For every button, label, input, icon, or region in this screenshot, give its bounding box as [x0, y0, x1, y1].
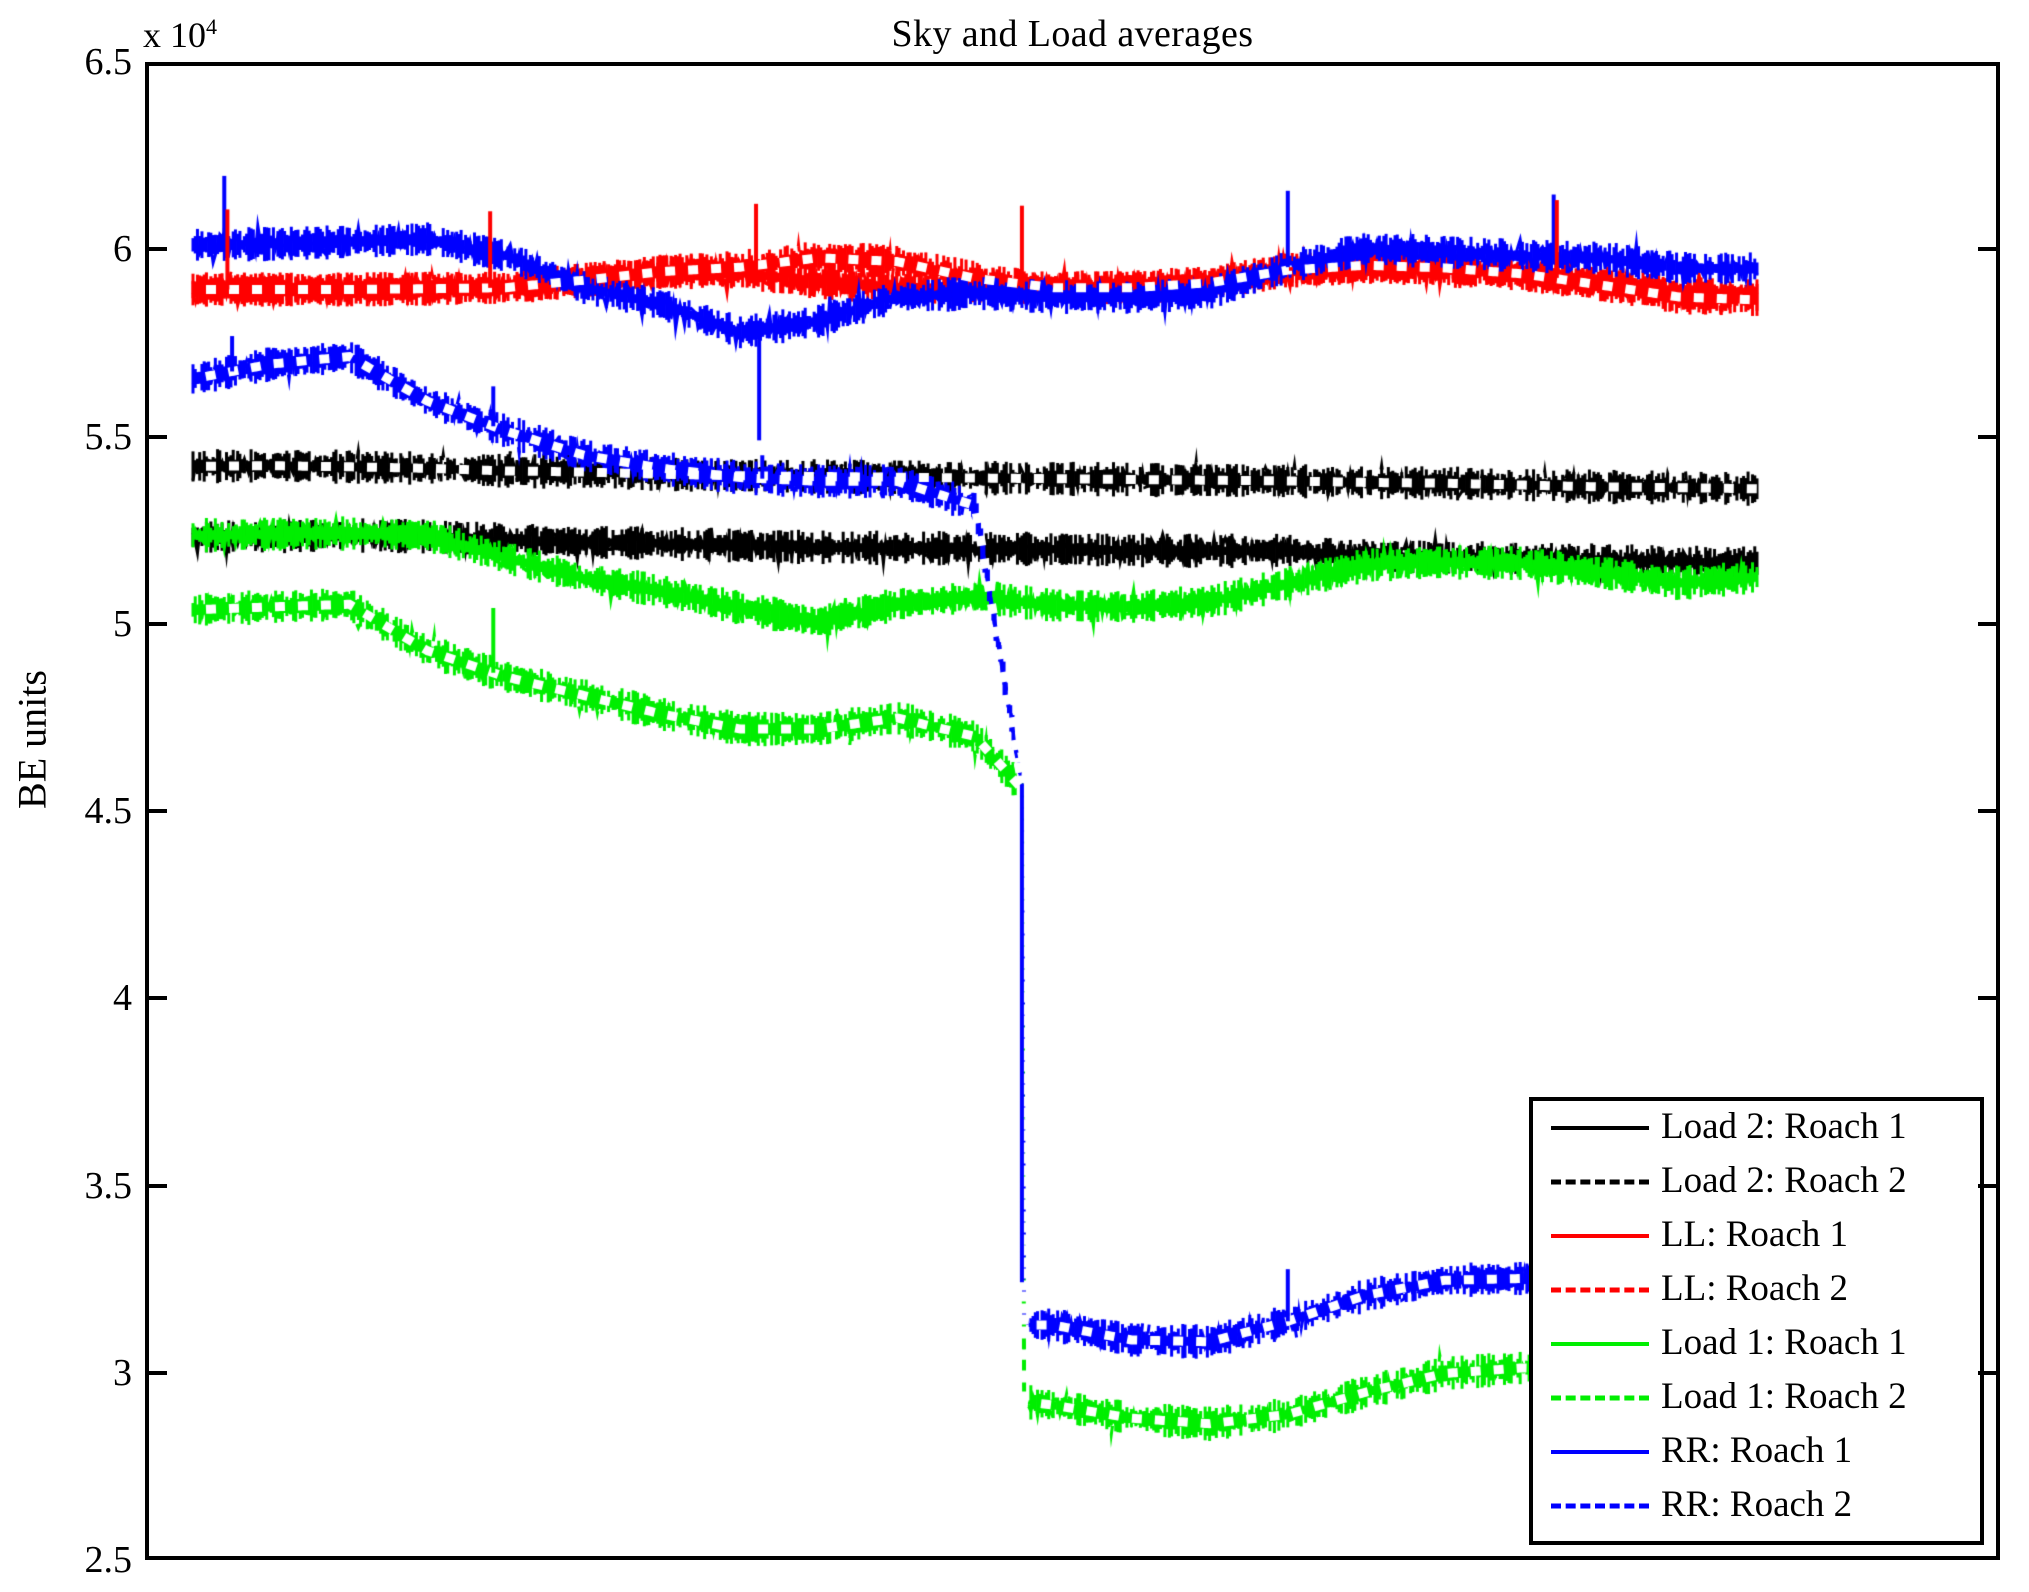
legend-item[interactable]: Load 2: Roach 2 — [1533, 1155, 1980, 1209]
y-axis-tick-mark-right — [1978, 996, 2000, 1001]
y-axis-tick-mark — [145, 247, 167, 252]
legend-item-label: RR: Roach 1 — [1661, 1430, 1853, 1471]
y-axis-tick-label: 6 — [113, 228, 132, 271]
y-axis-tick-labels: 6.5 6 5.5 5 4.5 4 3.5 3 2.5 — [0, 0, 133, 1592]
legend-item-label: Load 2: Roach 1 — [1661, 1106, 1907, 1147]
legend-line-sample-dashed — [1533, 1155, 1661, 1209]
legend-item[interactable]: Load 1: Roach 1 — [1533, 1317, 1980, 1371]
legend-item[interactable]: RR: Roach 2 — [1533, 1479, 1980, 1533]
legend-item-label: Load 2: Roach 2 — [1661, 1160, 1907, 1201]
legend-line-sample-solid — [1533, 1209, 1661, 1263]
legend-item-label: LL: Roach 2 — [1661, 1268, 1849, 1309]
y-axis-tick-mark-right — [1978, 809, 2000, 813]
legend-line-sample-dashed — [1533, 1263, 1661, 1317]
y-axis-tick-mark — [145, 996, 167, 1001]
legend-line-sample-dashed — [1533, 1479, 1661, 1533]
exponent-power: 4 — [206, 14, 217, 39]
legend-item-label: RR: Roach 2 — [1661, 1484, 1853, 1525]
y-axis-tick-mark — [145, 621, 167, 626]
legend-line-sample-solid — [1533, 1317, 1661, 1371]
chart-title: Sky and Load averages — [891, 13, 1254, 55]
legend-item[interactable]: Load 1: Roach 2 — [1533, 1371, 1980, 1425]
y-axis-tick-mark-right — [1978, 621, 2000, 626]
y-axis-tick-label: 6.5 — [84, 41, 133, 83]
exponent-prefix: x 10 — [143, 15, 206, 55]
chart-legend: Load 2: Roach 1 Load 2: Roach 2 LL: Roach … — [1529, 1097, 1984, 1545]
legend-item-label: Load 1: Roach 2 — [1661, 1376, 1907, 1417]
y-axis-tick-label: 5.5 — [84, 415, 133, 458]
y-axis-tick-label: 5 — [113, 602, 132, 645]
legend-item[interactable]: RR: Roach 1 — [1533, 1425, 1980, 1479]
y-axis-tick-mark — [145, 1370, 167, 1375]
y-axis-tick-mark-right — [1978, 247, 2000, 252]
legend-item[interactable]: LL: Roach 2 — [1533, 1263, 1980, 1317]
y-axis-tick-label: 4.5 — [84, 790, 133, 832]
legend-item[interactable]: LL: Roach 1 — [1533, 1209, 1980, 1263]
legend-item[interactable]: Load 2: Roach 1 — [1533, 1101, 1980, 1155]
legend-line-sample-solid — [1533, 1425, 1661, 1479]
y-axis-tick-label: 2.5 — [84, 1539, 133, 1581]
y-axis-tick-mark — [145, 809, 167, 813]
y-axis-tick-mark — [145, 434, 167, 439]
legend-item-label: Load 1: Roach 1 — [1661, 1322, 1907, 1363]
y-axis-tick-label: 3.5 — [84, 1164, 133, 1207]
y-axis-tick-label: 3 — [113, 1351, 132, 1394]
y-axis-exponent-label: x 104 — [143, 14, 217, 56]
legend-line-sample-solid — [1533, 1101, 1661, 1155]
y-axis-tick-mark-right — [1978, 1183, 2000, 1188]
legend-line-sample-dashed — [1533, 1371, 1661, 1425]
y-axis-tick-mark — [145, 1183, 167, 1188]
y-axis-tick-mark-right — [1978, 1370, 2000, 1375]
legend-item-label: LL: Roach 1 — [1661, 1214, 1849, 1255]
y-axis-tick-label: 4 — [113, 977, 132, 1020]
y-axis-tick-mark-right — [1978, 434, 2000, 439]
